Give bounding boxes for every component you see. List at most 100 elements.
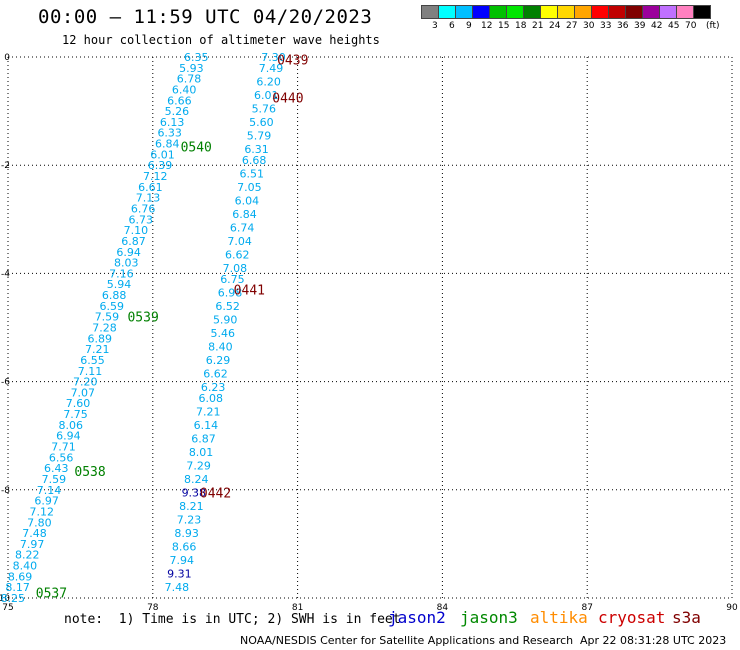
wave-height-value: 5.93 [179, 62, 204, 75]
wave-height-value: 6.74 [230, 221, 255, 234]
wave-height-value: 7.49 [259, 62, 284, 75]
wave-height-value: 6.01 [254, 89, 279, 102]
y-tick-label: -10 [0, 594, 10, 604]
x-tick-label: 75 [2, 603, 13, 613]
wave-height-value: 7.11 [78, 365, 103, 378]
x-tick-label: 78 [147, 603, 159, 613]
wave-height-value: 5.60 [249, 116, 274, 129]
wave-height-value: 6.97 [34, 495, 59, 508]
pass-time-label: 0538 [74, 465, 105, 480]
wave-height-value: 7.80 [27, 516, 52, 529]
wave-height-value: 7.21 [196, 405, 221, 418]
wave-height-value: 6.78 [177, 73, 202, 86]
wave-height-value: 7.04 [227, 235, 252, 248]
wave-height-value: 6.59 [100, 300, 125, 313]
wave-height-value: 6.13 [160, 116, 185, 129]
wave-height-value: 8.22 [15, 549, 40, 562]
y-tick-label: -6 [1, 378, 10, 388]
wave-height-value: 7.05 [237, 181, 262, 194]
pass-time-label: 0537 [36, 587, 67, 602]
pass-time-label: 0441 [234, 284, 265, 299]
wave-height-value: 7.59 [42, 473, 67, 486]
wave-height-value: 6.35 [184, 51, 209, 64]
wave-height-value: 8.40 [13, 560, 38, 573]
colorbar-label: 18 [515, 21, 527, 31]
pass-time-label: 0540 [181, 140, 212, 155]
wave-height-value: 6.94 [116, 246, 141, 259]
wave-height-value: 7.12 [143, 170, 168, 183]
wave-height-value: 8.24 [184, 473, 209, 486]
wave-height-value: 7.10 [124, 224, 149, 237]
wave-height-value: 5.46 [211, 327, 236, 340]
colorbar-label: 33 [600, 21, 612, 31]
credit-date: Apr 22 08:31:28 UTC 2023 [580, 634, 727, 647]
y-tick-label: 0 [4, 53, 10, 63]
wave-height-value: 6.20 [256, 75, 281, 88]
map-title: 00:00 — 11:59 UTC 04/20/2023 [38, 6, 373, 28]
wave-height-value: 8.17 [5, 581, 30, 594]
colorbar-label: 15 [498, 21, 510, 31]
colorbar-label: 36 [617, 21, 629, 31]
wave-height-value: 6.62 [203, 367, 228, 380]
wave-height-value: 6.75 [220, 273, 245, 286]
wave-height-value: 8.25 [1, 592, 26, 605]
wave-height-value: 6.94 [56, 430, 81, 443]
colorbar-label: 42 [651, 21, 663, 31]
pass-time-label: 0440 [272, 92, 303, 107]
colorbar-label: 39 [634, 21, 646, 31]
wave-height-value: 8.06 [58, 419, 83, 432]
y-tick-label: -2 [1, 161, 10, 171]
wave-height-value: 6.89 [87, 332, 112, 345]
wave-height-value: 6.84 [155, 138, 180, 151]
wave-height-value: 7.60 [66, 397, 91, 410]
wave-height-value: 6.84 [232, 208, 257, 221]
wave-height-value: 5.90 [213, 313, 238, 326]
wave-height-value: 5.94 [107, 278, 132, 291]
wave-height-value: 6.68 [242, 154, 267, 167]
pass-time-label: 0442 [200, 487, 231, 502]
wave-height-value: 7.07 [71, 386, 96, 399]
wave-height-value: 7.48 [22, 527, 47, 540]
legend-jason3: jason3 [460, 608, 518, 627]
y-tick-label: -4 [1, 269, 10, 279]
credit-text: NOAA/NESDIS Center for Satellite Applica… [240, 634, 574, 647]
colorbar-label: 27 [566, 21, 578, 31]
wave-height-value: 6.56 [49, 451, 74, 464]
wave-height-value: 7.97 [20, 538, 45, 551]
map-subtitle: 12 hour collection of altimeter wave hei… [62, 33, 380, 47]
wave-height-value: 6.73 [128, 213, 153, 226]
wave-height-value: 7.21 [85, 343, 110, 356]
wave-height-value: 6.88 [102, 289, 127, 302]
legend-altika: altika [530, 608, 588, 627]
wave-height-value: 7.48 [165, 581, 190, 594]
wave-height-value: 7.12 [30, 505, 55, 518]
colorbar-label: 12 [481, 21, 493, 31]
wave-height-value: 6.01 [150, 148, 175, 161]
wave-height-value: 8.93 [174, 527, 199, 540]
colorbar [421, 5, 711, 19]
wave-height-value: 5.26 [165, 105, 190, 118]
wave-height-value: 6.08 [198, 392, 223, 405]
x-tick-label: 81 [292, 603, 303, 613]
wave-height-value: 7.75 [63, 408, 88, 421]
wave-height-value: 6.31 [244, 143, 269, 156]
wave-height-value: 7.14 [37, 484, 62, 497]
legend-jason2: jason2 [388, 608, 446, 627]
wave-height-value: 6.39 [148, 159, 173, 172]
colorbar-label: 9 [466, 21, 472, 31]
wave-height-value: 7.23 [177, 514, 202, 527]
wave-height-value: 7.20 [73, 376, 98, 389]
wave-height-value: 6.40 [172, 83, 197, 96]
wave-height-value: 7.30 [261, 51, 286, 64]
wave-height-value: 7.59 [95, 311, 120, 324]
legend-s3a: s3a [672, 608, 701, 627]
x-tick-label: 90 [726, 603, 738, 613]
x-tick-label: 87 [581, 603, 592, 613]
wave-height-value: 6.04 [235, 194, 260, 207]
wave-height-value: 8.21 [179, 500, 204, 513]
wave-height-value: 7.29 [186, 459, 211, 472]
colorbar-swatch [693, 5, 711, 19]
pass-time-label: 0439 [277, 54, 308, 69]
wave-height-value: 6.43 [44, 462, 69, 475]
